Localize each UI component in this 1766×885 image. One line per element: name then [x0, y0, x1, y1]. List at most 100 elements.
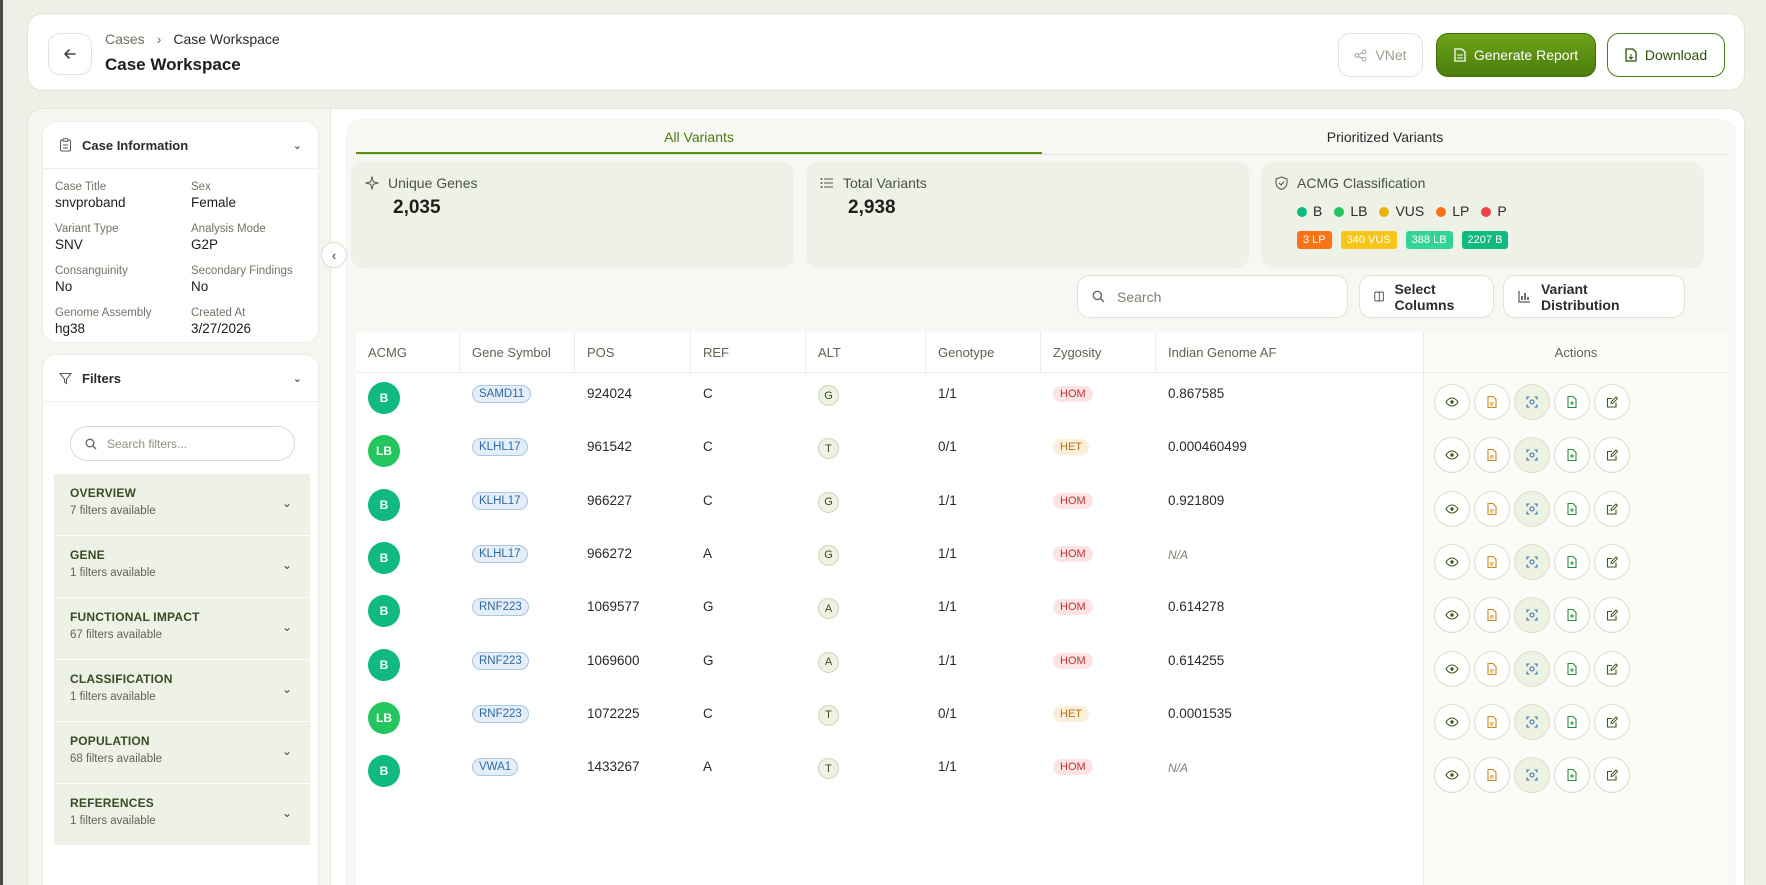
file-action-button[interactable]: [1474, 597, 1510, 634]
column-header[interactable]: Zygosity: [1041, 332, 1156, 373]
file-action-button[interactable]: [1474, 757, 1510, 794]
edit-icon: [1606, 449, 1619, 461]
edit-action-button[interactable]: [1594, 757, 1630, 794]
filter-group[interactable]: REFERENCES 1 filters available ⌄: [54, 784, 310, 846]
column-header[interactable]: Indian Genome AF: [1168, 345, 1277, 360]
filter-group[interactable]: FUNCTIONAL IMPACT 67 filters available ⌄: [54, 598, 310, 660]
eye-action-button[interactable]: [1434, 597, 1470, 634]
file-plus-action-button[interactable]: [1554, 757, 1590, 794]
gene-symbol-chip[interactable]: RNF223: [472, 651, 529, 670]
edit-action-button[interactable]: [1594, 384, 1630, 420]
eye-icon: [1445, 610, 1459, 620]
download-label: Download: [1644, 47, 1708, 63]
file-plus-action-button[interactable]: [1554, 703, 1590, 740]
file-action-button[interactable]: [1474, 650, 1510, 687]
case-info-value: SNV: [55, 237, 83, 252]
table-row[interactable]: B KLHL17 966272 A G 1/1 HOM N/A: [356, 533, 1728, 593]
filter-search-input[interactable]: Search filters...: [70, 426, 295, 461]
table-row[interactable]: B RNF223 1069600 G A 1/1 HOM 0.614255: [356, 640, 1728, 700]
eye-action-button[interactable]: [1434, 703, 1470, 740]
generate-report-button[interactable]: Generate Report: [1436, 33, 1596, 77]
breadcrumb-cases[interactable]: Cases: [105, 31, 145, 47]
file-action-button[interactable]: [1474, 490, 1510, 527]
column-header[interactable]: REF: [691, 332, 806, 373]
scan-action-button[interactable]: [1514, 437, 1550, 474]
filter-group[interactable]: OVERVIEW 7 filters available ⌄: [54, 474, 310, 536]
tab-prioritized-variants[interactable]: Prioritized Variants: [1326, 129, 1444, 145]
column-header[interactable]: Actions: [1554, 345, 1598, 360]
file-plus-action-button[interactable]: [1554, 490, 1590, 527]
acmg-count-chip: 388 LB: [1405, 231, 1453, 249]
filter-group[interactable]: POPULATION 68 filters available ⌄: [54, 722, 310, 784]
file-action-button[interactable]: [1474, 703, 1510, 740]
column-header[interactable]: Genotype: [926, 332, 1041, 373]
file-plus-icon: [1567, 502, 1577, 515]
scan-action-button[interactable]: [1514, 597, 1550, 634]
edit-action-button[interactable]: [1594, 650, 1630, 687]
eye-action-button[interactable]: [1434, 757, 1470, 794]
case-info-grid: Case Title snvproband Sex Female Variant Typ…: [43, 169, 318, 336]
file-plus-action-button[interactable]: [1554, 597, 1590, 634]
chevron-left-icon: ‹: [331, 247, 337, 263]
table-row[interactable]: B VWA1 1433267 A T 1/1 HOM N/A: [356, 746, 1728, 806]
column-header[interactable]: ACMG: [356, 332, 460, 373]
edit-action-button[interactable]: [1594, 543, 1630, 580]
vnet-button[interactable]: VNet: [1338, 33, 1423, 77]
edit-action-button[interactable]: [1594, 490, 1630, 527]
scan-action-button[interactable]: [1514, 703, 1550, 740]
file-plus-action-button[interactable]: [1554, 543, 1590, 580]
edit-action-button[interactable]: [1594, 437, 1630, 474]
column-header[interactable]: POS: [575, 332, 691, 373]
pos-cell: 961542: [587, 439, 633, 455]
file-plus-action-button[interactable]: [1554, 384, 1590, 420]
filter-group[interactable]: GENE 1 filters available ⌄: [54, 536, 310, 598]
pos-cell: 1072225: [587, 705, 640, 721]
acmg-badge: LB: [368, 435, 400, 468]
gene-symbol-chip[interactable]: KLHL17: [472, 491, 528, 510]
table-row[interactable]: LB RNF223 1072225 C T 0/1 HET 0.0001535: [356, 693, 1728, 753]
eye-icon: [1445, 717, 1459, 727]
tab-all-variants[interactable]: All Variants: [356, 119, 1042, 154]
file-plus-action-button[interactable]: [1554, 437, 1590, 474]
scan-action-button[interactable]: [1514, 490, 1550, 527]
gene-symbol-chip[interactable]: RNF223: [472, 704, 529, 723]
case-information-header[interactable]: Case Information ⌄: [43, 122, 318, 169]
table-row[interactable]: LB KLHL17 961542 C T 0/1 HET 0.000460499: [356, 426, 1728, 486]
scan-action-button[interactable]: [1514, 384, 1550, 420]
gene-symbol-chip[interactable]: KLHL17: [472, 438, 528, 457]
variant-distribution-button[interactable]: Variant Distribution: [1503, 275, 1685, 318]
file-action-button[interactable]: [1474, 543, 1510, 580]
download-button[interactable]: Download: [1607, 33, 1725, 77]
table-row[interactable]: B SAMD11 924024 C G 1/1 HOM 0.867585: [356, 373, 1728, 433]
file-plus-action-button[interactable]: [1554, 650, 1590, 687]
file-action-button[interactable]: [1474, 437, 1510, 474]
file-action-button[interactable]: [1474, 384, 1510, 420]
filter-group-title: REFERENCES: [70, 796, 155, 810]
gene-symbol-chip[interactable]: SAMD11: [472, 385, 532, 403]
edit-action-button[interactable]: [1594, 597, 1630, 634]
scan-action-button[interactable]: [1514, 543, 1550, 580]
table-row[interactable]: B RNF223 1069577 G A 1/1 HOM 0.614278: [356, 586, 1728, 646]
gene-symbol-chip[interactable]: RNF223: [472, 598, 529, 617]
eye-action-button[interactable]: [1434, 650, 1470, 687]
scan-action-button[interactable]: [1514, 650, 1550, 687]
column-header[interactable]: ALT: [806, 332, 926, 373]
table-row[interactable]: B KLHL17 966227 C G 1/1 HOM 0.921809: [356, 480, 1728, 540]
back-button[interactable]: [48, 33, 92, 75]
edit-action-button[interactable]: [1594, 703, 1630, 740]
select-columns-button[interactable]: Select Columns: [1359, 275, 1494, 318]
scan-action-button[interactable]: [1514, 757, 1550, 794]
column-header[interactable]: Gene Symbol: [460, 332, 575, 373]
gene-symbol-chip[interactable]: VWA1: [472, 758, 519, 777]
sidebar-collapse-button[interactable]: ‹: [321, 242, 347, 268]
pos-cell: 1433267: [587, 759, 640, 775]
eye-action-button[interactable]: [1434, 437, 1470, 474]
filters-header[interactable]: Filters ⌄: [43, 355, 318, 402]
eye-action-button[interactable]: [1434, 543, 1470, 580]
eye-action-button[interactable]: [1434, 490, 1470, 527]
gene-symbol-chip[interactable]: KLHL17: [472, 544, 528, 563]
acmg-badge: LB: [368, 701, 400, 734]
variant-search-input[interactable]: Search: [1077, 275, 1348, 318]
filter-group[interactable]: CLASSIFICATION 1 filters available ⌄: [54, 660, 310, 722]
eye-action-button[interactable]: [1434, 384, 1470, 420]
